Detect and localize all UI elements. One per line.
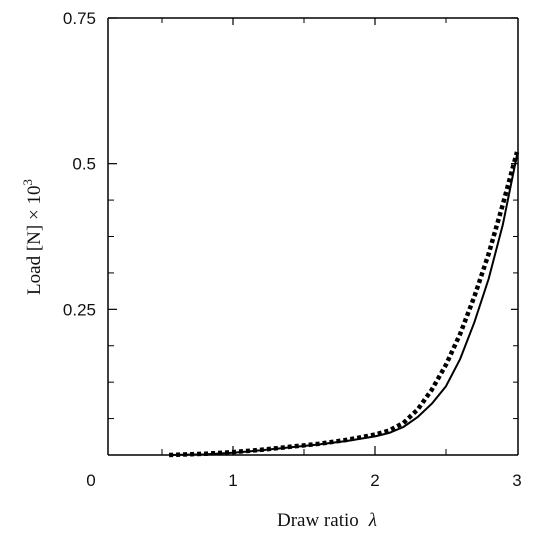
y-axis-label-text: Load [N] × 10 [24,186,45,295]
series-layer [169,151,520,458]
y-tick-label: 0.5 [72,155,96,174]
x-axis-label-symbol: λ [368,510,377,531]
x-tick-label: 0 [86,471,95,490]
y-tick-label: 0.25 [63,300,96,319]
x-tick-label: 1 [228,471,237,490]
x-tick-label: 3 [512,471,521,490]
series-line-dotted [169,151,520,458]
y-axis-label-exponent: 3 [20,179,35,186]
series-line-solid [169,154,518,456]
y-axis-label: Load [N] × 103 [20,179,45,295]
y-tick-label: 0.75 [63,9,96,28]
x-axis-label: Draw ratio λ [277,510,377,531]
axes [107,17,519,456]
x-axis-label-text: Draw ratio [277,510,359,531]
tick-labels: 0.25 0.5 0.75 0 1 2 3 [63,9,522,490]
x-tick-label: 2 [370,471,379,490]
